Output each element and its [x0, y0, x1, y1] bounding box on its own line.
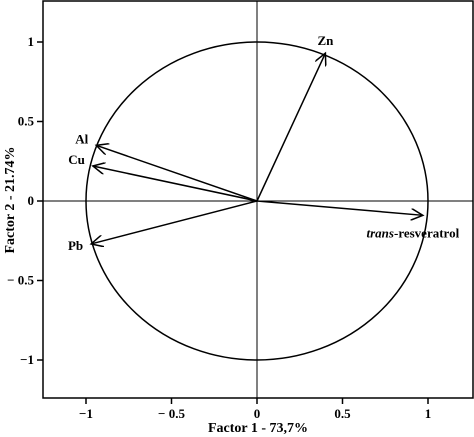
plot-frame [42, 0, 474, 399]
x-axis-ticks: −1 − 0.5 0 0.5 1 [79, 398, 431, 421]
vector-label: trans-resveratrol [367, 225, 460, 240]
vector-arrow [256, 53, 325, 202]
vector-label: Pb [68, 238, 83, 253]
vector-label: Al [75, 131, 88, 146]
vector-arrow [96, 145, 258, 202]
y-tick-label: 1 [28, 34, 35, 49]
loading-vectors: Zn Al Cu Pb trans-resveratrol [68, 33, 460, 253]
unit-circle [85, 41, 429, 361]
x-tick-label: 0 [254, 406, 261, 421]
x-axis-title: Factor 1 - 73,7% [208, 421, 308, 436]
vector-label: Cu [68, 152, 85, 167]
vector-arrow [93, 166, 258, 202]
y-tick-label: 0.5 [18, 114, 35, 129]
y-tick-label: 0 [28, 193, 35, 208]
vector-label: Zn [317, 33, 334, 48]
x-tick-label: 1 [425, 406, 432, 421]
x-tick-label: −1 [79, 406, 93, 421]
y-axis-ticks: 1 0.5 0 − 0.5 −1 [7, 34, 43, 367]
y-tick-label: − 0.5 [7, 273, 34, 288]
y-tick-label: −1 [20, 352, 34, 367]
x-tick-label: − 0.5 [158, 406, 185, 421]
vector-arrow [91, 200, 258, 244]
y-axis-title: Factor 2 - 21.74% [3, 146, 18, 253]
x-tick-label: 0.5 [334, 406, 351, 421]
vector-arrow [256, 200, 423, 215]
